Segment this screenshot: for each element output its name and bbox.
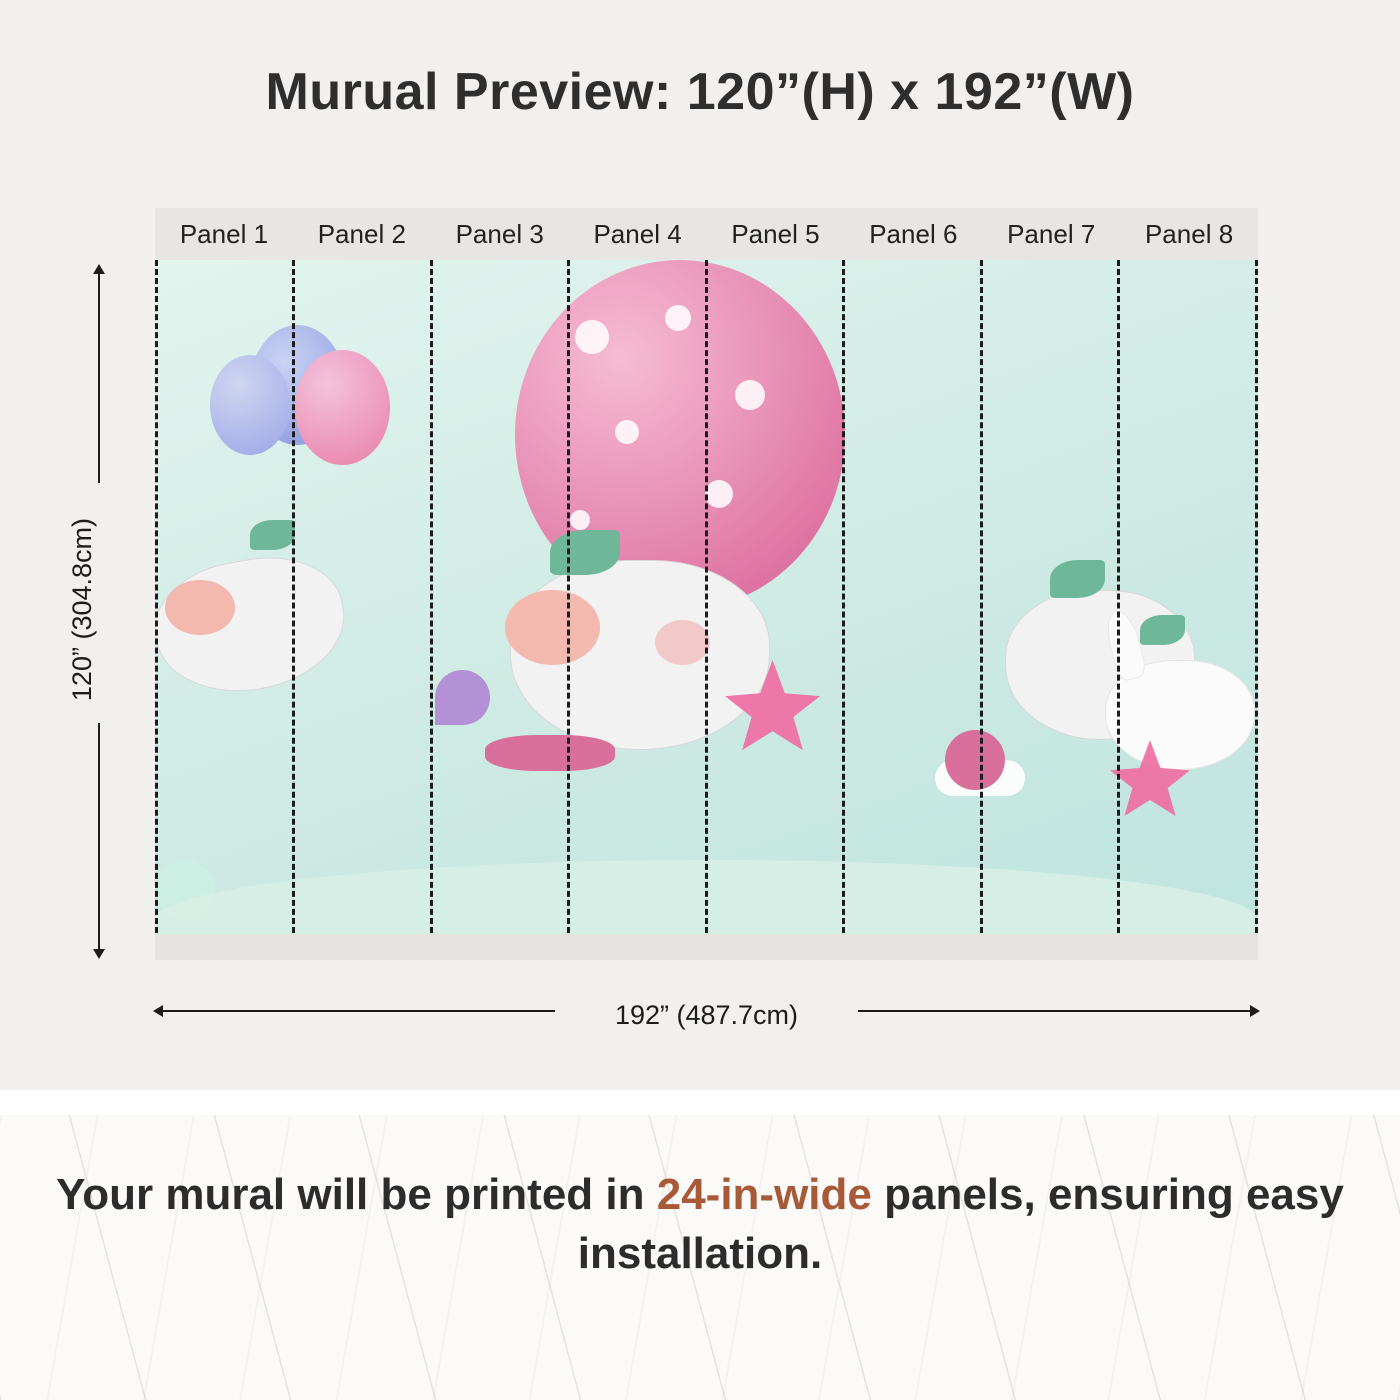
panel-label-4: Panel 4 (569, 208, 707, 260)
panel-label-3: Panel 3 (431, 208, 569, 260)
balloon-decoration (295, 350, 390, 465)
width-dimension-arrow-left (155, 1010, 555, 1012)
floral-crown-decoration (1140, 615, 1185, 645)
height-dimension-label: 120” (304.8cm) (62, 255, 102, 965)
footer-description: Your mural will be printed in 24-in-wide… (0, 1165, 1400, 1284)
panel-label-2: Panel 2 (293, 208, 431, 260)
page-title: Murual Preview: 120”(H) x 192”(W) (0, 62, 1400, 122)
flower-decoration (435, 670, 490, 725)
height-dimension-arrow-top (98, 268, 100, 483)
panel-label-strip: Panel 1 Panel 2 Panel 3 Panel 4 Panel 5 … (155, 208, 1258, 260)
panel-label-1: Panel 1 (155, 208, 293, 260)
panel-label-7: Panel 7 (982, 208, 1120, 260)
flower-garland-decoration (485, 735, 615, 771)
width-dimension-arrow-right (858, 1010, 1258, 1012)
elephant-ear-decoration (505, 590, 600, 665)
balloon-decoration (210, 355, 290, 455)
height-dimension-arrow-bottom (98, 723, 100, 955)
elephant-ear-decoration (165, 580, 235, 635)
floral-crown-decoration (550, 530, 620, 575)
floral-crown-decoration (1050, 560, 1105, 598)
mural-preview-image (155, 260, 1258, 960)
footer-accent-text: 24-in-wide (657, 1170, 872, 1219)
elephant-cheek-decoration (655, 620, 710, 665)
width-dimension-label: 192” (487.7cm) (615, 1000, 798, 1031)
panel-label-8: Panel 8 (1120, 208, 1258, 260)
panel-label-5: Panel 5 (707, 208, 845, 260)
panel-label-6: Panel 6 (844, 208, 982, 260)
flower-garland-decoration (945, 730, 1005, 790)
divider-band (0, 1090, 1400, 1115)
width-dimension-row: 192” (487.7cm) (155, 995, 1258, 1035)
floral-crown-decoration (250, 520, 295, 550)
mural-floor-strip (155, 934, 1258, 960)
